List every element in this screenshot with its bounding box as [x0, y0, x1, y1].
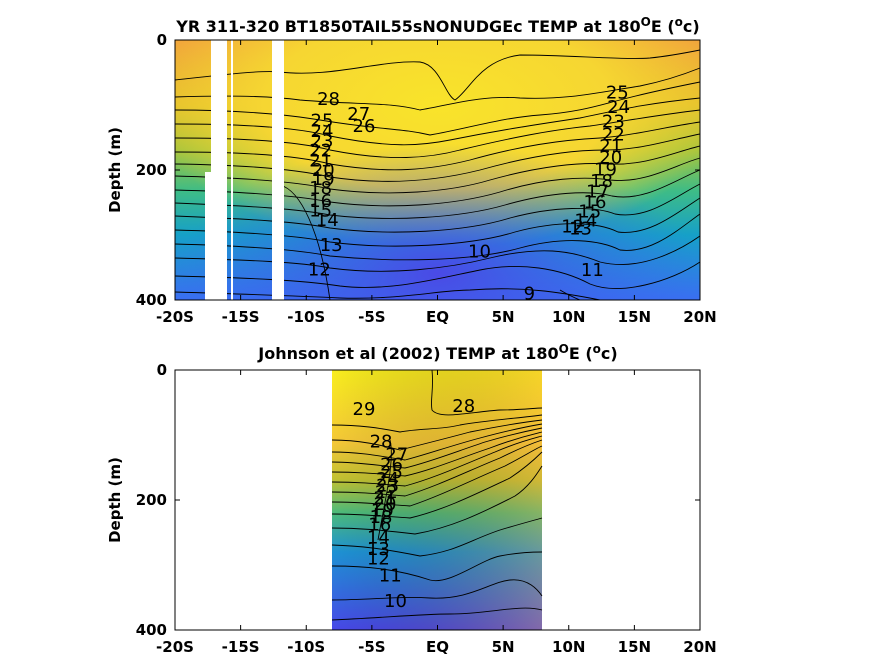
contour-labels-model: 2827262524232221201918161514131210911122…: [308, 83, 630, 305]
contour-label: 16: [584, 192, 607, 213]
heatmap-field-model: [175, 40, 700, 300]
contour-label: 14: [367, 528, 390, 549]
contour-label: 10: [468, 241, 491, 262]
x-axis-ticks-observed: -20S -15S -10S -5S EQ 5N 10N 15N 20N: [156, 370, 717, 656]
contour-label: 14: [574, 211, 597, 232]
contour-lines-observed: [331, 369, 543, 621]
y-axis-label-model: Depth (m): [106, 127, 124, 213]
contour-label: 18: [590, 171, 613, 192]
contour-label: 20: [312, 160, 335, 181]
contour-label: 25: [380, 462, 403, 483]
x-tick-label: 5N: [492, 308, 515, 326]
contour-label: 17: [586, 181, 609, 202]
contour-label: 18: [309, 178, 332, 199]
x-tick-label: -20S: [156, 308, 194, 326]
contour-label: 23: [376, 476, 399, 497]
contour-label: 22: [309, 141, 332, 162]
x-tick-label: -5S: [358, 638, 385, 656]
contour-label: 23: [602, 111, 625, 132]
x-tick-label: 20N: [683, 308, 716, 326]
x-tick-label: -5S: [358, 308, 385, 326]
y-axis-label-observed: Depth (m): [106, 457, 124, 543]
contour-label: 20: [374, 494, 397, 515]
contour-label: 23: [311, 131, 334, 152]
contour-label: 26: [353, 116, 376, 137]
contour-label: 11: [581, 260, 604, 281]
chart-title-observed: Johnson et al (2002) TEMP at 180OE (oc): [257, 342, 617, 363]
y-tick-label: 0: [157, 31, 167, 49]
contour-label: 16: [368, 515, 391, 536]
y-axis-ticks-observed: 0 200 400: [136, 361, 700, 639]
contour-label: 12: [308, 259, 331, 280]
contour-label: 21: [374, 488, 397, 509]
x-tick-label: -10S: [287, 308, 325, 326]
contour-label: 13: [320, 235, 343, 256]
contour-label: 19: [371, 500, 394, 521]
x-tick-label: -15S: [222, 308, 260, 326]
contour-label: 22: [602, 124, 625, 145]
y-tick-label: 200: [136, 161, 167, 179]
x-tick-label: 10N: [552, 638, 585, 656]
contour-label: 16: [309, 191, 332, 212]
contour-label: 11: [379, 565, 402, 586]
contour-label: 18: [370, 507, 393, 528]
contour-label: 10: [384, 591, 407, 612]
contour-label: 19: [312, 169, 335, 190]
x-tick-label: EQ: [426, 638, 449, 656]
contour-label: 14: [316, 210, 339, 231]
contour-label: 21: [599, 136, 622, 157]
chart-panel-model: YR 311-320 BT1850TAIL55sNONUDGEc TEMP at…: [106, 15, 717, 326]
contour-label: 15: [309, 200, 332, 221]
contour-label: 13: [569, 219, 592, 240]
x-tick-label: 20N: [683, 638, 716, 656]
contour-label: 28: [317, 89, 340, 110]
x-tick-label: EQ: [426, 308, 449, 326]
contour-label: 24: [376, 469, 399, 490]
contour-label: 25: [606, 83, 629, 104]
x-tick-label: 5N: [492, 638, 515, 656]
contour-label: 28: [370, 432, 393, 453]
contour-label: 24: [311, 121, 334, 142]
contour-label: 22: [375, 482, 398, 503]
contour-label: 24: [607, 97, 630, 118]
y-tick-label: 400: [136, 291, 167, 309]
x-tick-label: 15N: [618, 638, 651, 656]
contour-label: 19: [594, 159, 617, 180]
contour-label: 28: [452, 396, 475, 417]
y-tick-label: 0: [157, 361, 167, 379]
chart-panel-observed: Johnson et al (2002) TEMP at 180OE (oc) …: [106, 342, 717, 656]
x-tick-label: -10S: [287, 638, 325, 656]
contour-label: 12: [561, 217, 584, 238]
x-axis-ticks-model: -20S -15S -10S -5S EQ 5N 10N 15N 20N: [156, 40, 717, 326]
contour-label: 26: [380, 454, 403, 475]
contour-label: 27: [347, 104, 370, 125]
contour-label: 29: [353, 399, 376, 420]
chart-title-model: YR 311-320 BT1850TAIL55sNONUDGEc TEMP at…: [175, 15, 699, 36]
contour-label: 21: [309, 150, 332, 171]
x-tick-label: -15S: [222, 638, 260, 656]
y-tick-label: 400: [136, 621, 167, 639]
contour-label: 20: [599, 148, 622, 169]
x-tick-label: -20S: [156, 638, 194, 656]
missing-data-bands-model: [205, 40, 284, 300]
contour-label: 25: [311, 111, 334, 132]
contour-label: 13: [367, 539, 390, 560]
x-tick-label: 15N: [618, 308, 651, 326]
contour-label: 9: [524, 284, 535, 305]
contour-label: 12: [367, 549, 390, 570]
contour-label: 27: [385, 445, 408, 466]
y-axis-ticks-model: 0 200 400: [136, 31, 700, 309]
x-tick-label: 10N: [552, 308, 585, 326]
y-tick-label: 200: [136, 491, 167, 509]
contour-label: 15: [578, 202, 601, 223]
